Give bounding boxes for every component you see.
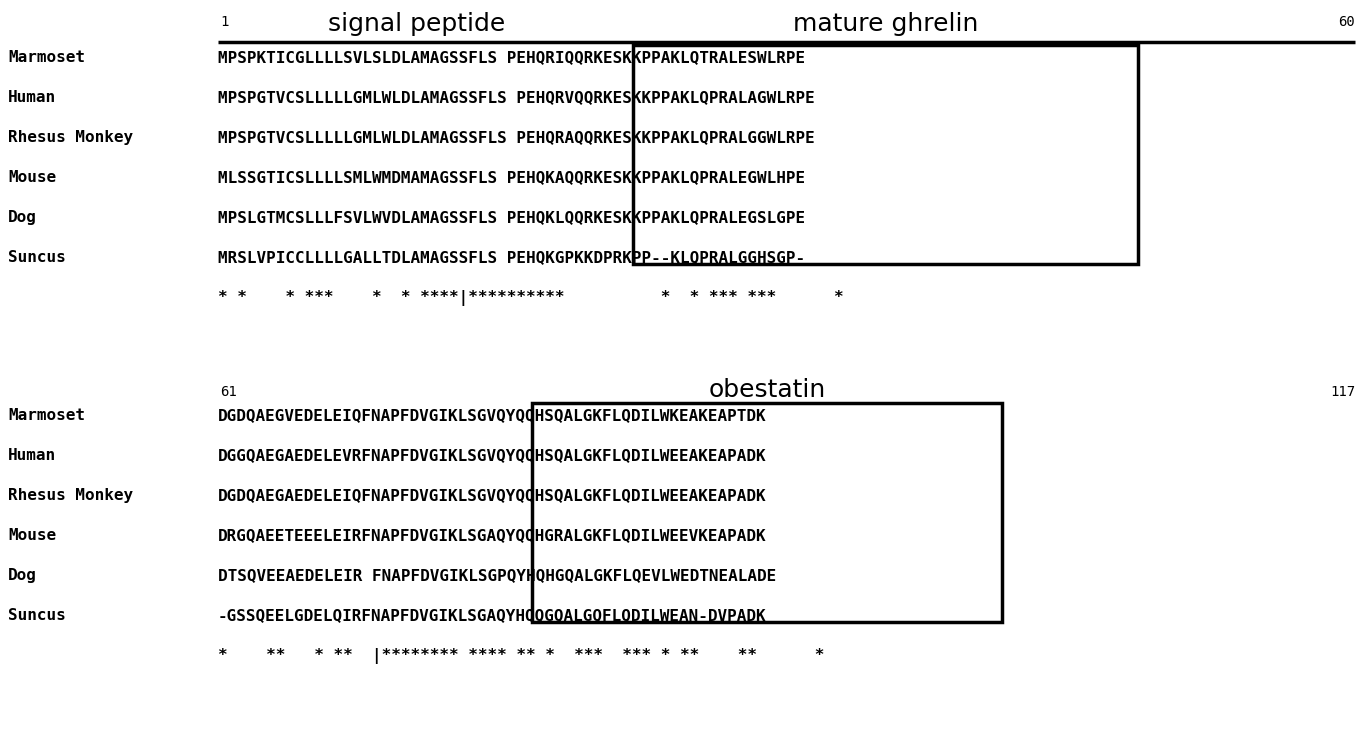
Text: DGDQAEGAEDELEIQFNAPFDVGIKLSGVQYQQHSQALGKFLQDILWEEAKEAPADK: DGDQAEGAEDELEIQFNAPFDVGIKLSGVQYQQHSQALGK… xyxy=(218,488,766,503)
Text: *    **   * **  |******** **** ** *  ***  *** * **    **      *: * ** * ** |******** **** ** * *** *** * … xyxy=(218,648,824,664)
Text: DRGQAEETEEELEIRFNAPFDVGIKLSGAQYQQHGRALGKFLQDILWEEVKEAPADK: DRGQAEETEEELEIRFNAPFDVGIKLSGAQYQQHGRALGK… xyxy=(218,528,766,543)
Text: Mouse: Mouse xyxy=(8,170,56,185)
Text: 117: 117 xyxy=(1330,385,1355,399)
Text: * *    * ***    *  * ****|**********          *  * *** ***      *: * * * *** * * ****|********** * * *** **… xyxy=(218,290,843,306)
Text: Suncus: Suncus xyxy=(8,250,66,265)
Text: Marmoset: Marmoset xyxy=(8,50,85,65)
Text: MPSLGTMCSLLLFSVLWVDLAMAGSSFLS PEHQKLQQRKESKKPPAKLQPRALEGSLGPE: MPSLGTMCSLLLFSVLWVDLAMAGSSFLS PEHQKLQQRK… xyxy=(218,210,805,225)
Text: MPSPKTICGLLLLSVLSLDLAMAGSSFLS PEHQRIQQRKESKKPPAKLQTRALESWLRPE: MPSPKTICGLLLLSVLSLDLAMAGSSFLS PEHQRIQQRK… xyxy=(218,50,805,65)
Text: signal peptide: signal peptide xyxy=(328,12,505,36)
Bar xyxy=(633,45,1138,264)
Text: -GSSQEELGDELQIRFNAPFDVGIKLSGAQYHQQGQALGQFLQDILWEAN-DVPADK: -GSSQEELGDELQIRFNAPFDVGIKLSGAQYHQQGQALGQ… xyxy=(218,608,766,623)
Text: MRSLVPICCLLLLGALLTDLAMAGSSFLS PEHQKGPKKDPRKPP--KLQPRALGGHSGP-: MRSLVPICCLLLLGALLTDLAMAGSSFLS PEHQKGPKKD… xyxy=(218,250,805,265)
Text: Human: Human xyxy=(8,90,56,105)
Text: Dog: Dog xyxy=(8,210,37,225)
Bar xyxy=(532,403,1002,622)
Text: obestatin: obestatin xyxy=(709,378,825,402)
Text: mature ghrelin: mature ghrelin xyxy=(792,12,979,36)
Text: DTSQVEEAEDELEIR FNAPFDVGIKLSGPQYHQHGQALGKFLQEVLWEDTNEALADE: DTSQVEEAEDELEIR FNAPFDVGIKLSGPQYHQHGQALG… xyxy=(218,568,776,583)
Text: MPSPGTVCSLLLLLGMLWLDLAMAGSSFLS PEHQRAQQRKESKKPPAKLQPRALGGWLRPE: MPSPGTVCSLLLLLGMLWLDLAMAGSSFLS PEHQRAQQR… xyxy=(218,130,814,145)
Text: MPSPGTVCSLLLLLGMLWLDLAMAGSSFLS PEHQRVQQRKESKKPPAKLQPRALAGWLRPE: MPSPGTVCSLLLLLGMLWLDLAMAGSSFLS PEHQRVQQR… xyxy=(218,90,814,105)
Text: 60: 60 xyxy=(1338,15,1355,29)
Text: DGDQAEGVEDELEIQFNAPFDVGIKLSGVQYQQHSQALGKFLQDILWKEAKEAPTDK: DGDQAEGVEDELEIQFNAPFDVGIKLSGVQYQQHSQALGK… xyxy=(218,408,766,423)
Text: DGGQAEGAEDELEVRFNAPFDVGIKLSGVQYQQHSQALGKFLQDILWEEAKEAPADK: DGGQAEGAEDELEVRFNAPFDVGIKLSGVQYQQHSQALGK… xyxy=(218,448,766,463)
Text: Dog: Dog xyxy=(8,568,37,583)
Text: Marmoset: Marmoset xyxy=(8,408,85,423)
Text: Suncus: Suncus xyxy=(8,608,66,623)
Text: Human: Human xyxy=(8,448,56,463)
Text: Rhesus Monkey: Rhesus Monkey xyxy=(8,488,133,503)
Text: 61: 61 xyxy=(219,385,237,399)
Text: Mouse: Mouse xyxy=(8,528,56,543)
Text: 1: 1 xyxy=(219,15,229,29)
Text: MLSSGTICSLLLLSMLWMDMAMAGSSFLS PEHQKAQQRKESKKPPAKLQPRALEGWLHPE: MLSSGTICSLLLLSMLWMDMAMAGSSFLS PEHQKAQQRK… xyxy=(218,170,805,185)
Text: Rhesus Monkey: Rhesus Monkey xyxy=(8,130,133,145)
